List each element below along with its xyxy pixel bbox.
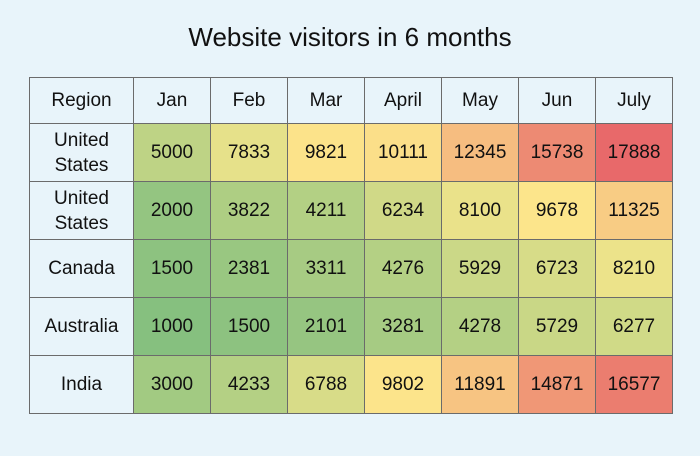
header-month: Feb (210, 77, 288, 124)
heat-cell: 2000 (133, 181, 211, 240)
heat-cell: 9802 (364, 355, 442, 414)
header-region: Region (29, 77, 134, 124)
heatmap-table: Region Jan Feb Mar April May Jun July Un… (29, 77, 673, 414)
heat-cell: 5729 (518, 297, 596, 356)
header-row: Region Jan Feb Mar April May Jun July (29, 77, 673, 124)
heat-cell: 9678 (518, 181, 596, 240)
table-row: Australia 1000 1500 2101 3281 4278 5729 6277 (29, 297, 673, 356)
heat-cell: 15738 (518, 123, 596, 182)
header-month: Jun (518, 77, 596, 124)
row-label: United States (29, 181, 134, 240)
heat-cell: 9821 (287, 123, 365, 182)
heat-cell: 5000 (133, 123, 211, 182)
heat-cell: 10111 (364, 123, 442, 182)
heat-cell: 17888 (595, 123, 673, 182)
heat-cell: 1000 (133, 297, 211, 356)
table-row: India 3000 4233 6788 9802 11891 14871 16577 (29, 355, 673, 414)
heat-cell: 3000 (133, 355, 211, 414)
header-month: Jan (133, 77, 211, 124)
chart-title: Website visitors in 6 months (188, 22, 512, 52)
heat-cell: 6234 (364, 181, 442, 240)
heat-cell: 3311 (287, 239, 365, 298)
heat-cell: 1500 (133, 239, 211, 298)
row-label: Australia (29, 297, 134, 356)
heat-cell: 5929 (441, 239, 519, 298)
heat-cell: 6723 (518, 239, 596, 298)
row-label: India (29, 355, 134, 414)
header-month: May (441, 77, 519, 124)
heat-cell: 7833 (210, 123, 288, 182)
heat-cell: 4211 (287, 181, 365, 240)
heat-cell: 4278 (441, 297, 519, 356)
heat-cell: 12345 (441, 123, 519, 182)
heat-cell: 8210 (595, 239, 673, 298)
heat-cell: 3281 (364, 297, 442, 356)
table-row: United States 5000 7833 9821 10111 12345 15738 1… (29, 123, 673, 182)
heat-cell: 6788 (287, 355, 365, 414)
heat-cell: 3822 (210, 181, 288, 240)
header-month: July (595, 77, 673, 124)
heat-cell: 1500 (210, 297, 288, 356)
heat-cell: 11325 (595, 181, 673, 240)
heat-cell: 4276 (364, 239, 442, 298)
heat-cell: 4233 (210, 355, 288, 414)
table-row: Canada 1500 2381 3311 4276 5929 6723 8210 (29, 239, 673, 298)
heat-cell: 8100 (441, 181, 519, 240)
heat-cell: 6277 (595, 297, 673, 356)
row-label: United States (29, 123, 134, 182)
header-month: Mar (287, 77, 365, 124)
row-label: Canada (29, 239, 134, 298)
heat-cell: 2381 (210, 239, 288, 298)
heat-cell: 2101 (287, 297, 365, 356)
heat-cell: 11891 (441, 355, 519, 414)
heat-cell: 16577 (595, 355, 673, 414)
table-row: United States 2000 3822 4211 6234 8100 9678 1132… (29, 181, 673, 240)
header-month: April (364, 77, 442, 124)
heat-cell: 14871 (518, 355, 596, 414)
